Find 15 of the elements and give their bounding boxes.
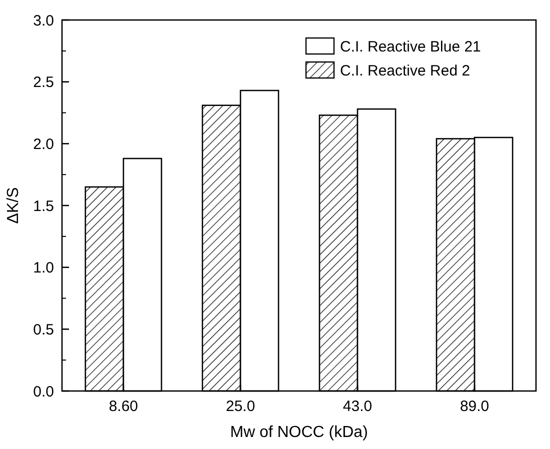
y-tick-label: 3.0 (33, 12, 54, 30)
y-axis-title: ΔK/S (5, 187, 22, 224)
x-tick-label: 43.0 (342, 398, 372, 415)
y-tick-label: 2.5 (33, 74, 54, 92)
x-tick-label: 25.0 (226, 398, 256, 415)
y-tick-label: 0.5 (33, 321, 54, 338)
legend-label: C.I. Reactive Blue 21 (340, 38, 481, 56)
x-tick-label: 8.60 (108, 398, 138, 415)
x-tick-label: 89.0 (460, 398, 490, 415)
y-tick-label: 1.5 (33, 198, 54, 215)
legend-label: C.I. Reactive Red 2 (340, 62, 470, 80)
y-tick-label: 2.0 (33, 136, 54, 153)
y-tick-label: 0.0 (33, 383, 54, 400)
x-axis-title: Mw of NOCC (kDa) (230, 424, 368, 441)
y-tick-label: 1.0 (33, 260, 54, 277)
